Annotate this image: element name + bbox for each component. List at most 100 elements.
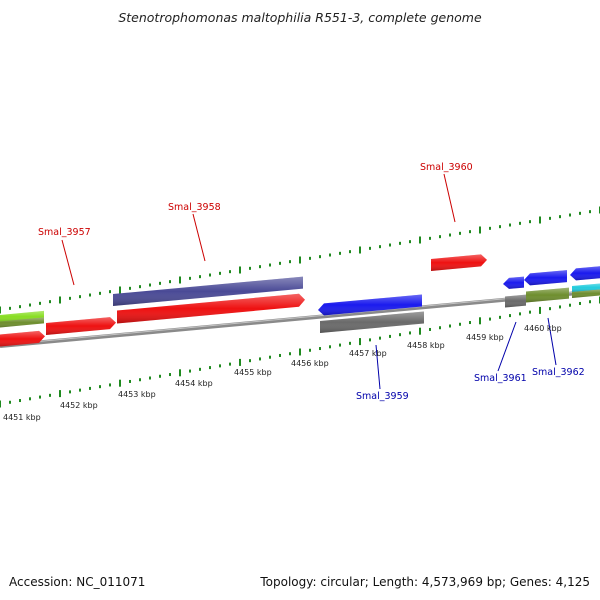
minor-tick [139,378,141,382]
major-tick [359,246,361,254]
feature-f-blue-right [570,266,600,281]
feature-f-red-3960 [431,254,487,271]
tick-label: 4457 kbp [349,349,387,358]
tick-label: 4455 kbp [234,368,272,377]
minor-tick [159,374,161,378]
gene-label-smal_3959[interactable]: Smal_3959 [356,391,409,402]
minor-tick [329,345,331,349]
minor-tick [49,300,51,304]
minor-tick [439,326,441,330]
feature-f-red-3958 [117,293,305,324]
tick-label: 4454 kbp [175,379,213,388]
minor-tick [569,303,571,307]
minor-tick [249,359,251,363]
tick-label: 4459 kbp [466,333,504,342]
gene-label-smal_3961[interactable]: Smal_3961 [474,373,527,384]
minor-tick [409,240,411,244]
major-tick [479,317,481,325]
feature-f-cyan-right [572,283,600,292]
feature-f-navy-3958 [113,276,303,306]
major-tick [239,266,241,274]
major-tick [299,256,301,264]
minor-tick [269,355,271,359]
minor-tick [459,322,461,326]
minor-tick [369,338,371,342]
minor-tick [549,216,551,220]
minor-tick [489,317,491,321]
minor-tick [429,236,431,240]
minor-tick [579,301,581,305]
map-title: Stenotrophomonas maltophilia R551-3, com… [118,10,482,25]
minor-tick [589,210,591,214]
minor-tick [209,273,211,277]
tick-labels: 4451 kbp 4452 kbp 4453 kbp 4454 kbp 4455 kbp… [3,324,562,422]
label-leader-lines [61,173,557,390]
leader-line [547,317,557,366]
minor-tick [259,265,261,269]
feature-f-blue-3961 [503,276,524,289]
summary-text: Topology: circular; Length: 4,573,969 bp… [260,575,590,589]
minor-tick [499,225,501,229]
minor-tick [399,333,401,337]
leader-line [192,213,206,262]
major-tick [419,236,421,244]
minor-tick [449,324,451,328]
minor-tick [189,369,191,373]
leader-line [375,344,381,390]
tick-label: 4451 kbp [3,413,41,422]
major-tick [539,216,541,224]
minor-tick [489,226,491,230]
minor-tick [69,390,71,394]
minor-tick [509,314,511,318]
minor-tick [39,395,41,399]
major-tick [59,296,61,304]
minor-tick [139,285,141,289]
minor-tick [329,253,331,257]
minor-tick [9,400,11,404]
minor-tick [29,397,31,401]
minor-tick [29,303,31,307]
gene-label-smal_3962[interactable]: Smal_3962 [532,367,585,378]
minor-tick [579,211,581,215]
minor-tick [19,305,21,309]
minor-tick [99,385,101,389]
major-tick [539,306,541,314]
major-tick [59,390,61,398]
minor-tick [79,388,81,392]
minor-tick [349,341,351,345]
gene-features [0,254,600,347]
feature-f-gray-3961 [505,294,526,308]
feature-f-gray-3959 [320,311,424,333]
minor-tick [9,306,11,310]
minor-tick [289,260,291,264]
minor-tick [199,367,201,371]
minor-tick [219,364,221,368]
feature-f-blue-3959 [318,294,422,316]
minor-tick [189,276,191,280]
minor-tick [39,301,41,305]
major-tick [179,276,181,284]
minor-tick [249,266,251,270]
minor-tick [309,348,311,352]
minor-tick [219,271,221,275]
leader-line [61,239,75,286]
gene-label-smal_3960[interactable]: Smal_3960 [420,162,473,173]
minor-tick [499,315,501,319]
minor-tick [439,235,441,239]
feature-f-red-left [0,330,45,347]
minor-tick [559,305,561,309]
minor-tick [469,321,471,325]
minor-tick [109,383,111,387]
gene-label-smal_3957[interactable]: Smal_3957 [38,227,91,238]
minor-tick [89,386,91,390]
minor-tick [399,241,401,245]
feature-f-olive-left [0,317,44,328]
minor-tick [529,220,531,224]
major-tick [359,338,361,346]
minor-tick [259,357,261,361]
gene-label-smal_3958[interactable]: Smal_3958 [168,202,221,213]
accession-text: Accession: NC_011071 [9,575,146,589]
minor-tick [569,213,571,217]
major-tick [119,286,121,294]
minor-tick [319,255,321,259]
